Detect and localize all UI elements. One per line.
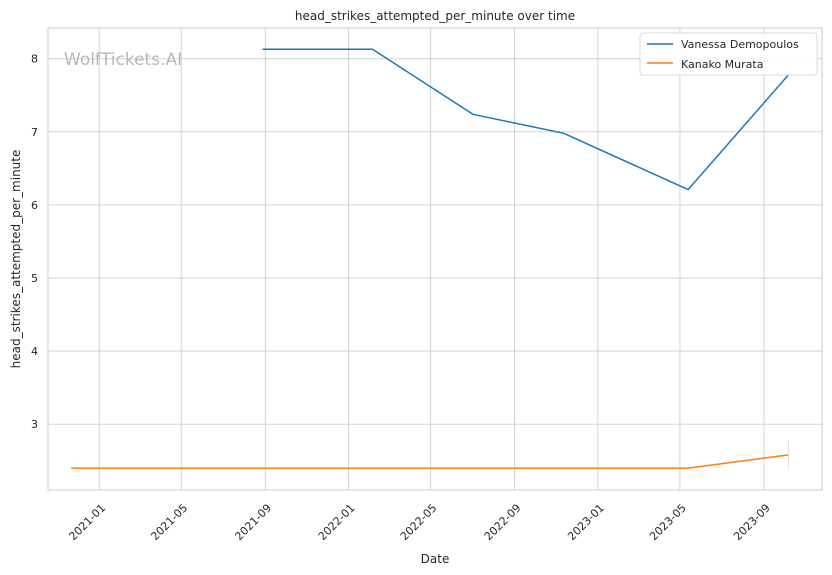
legend-box [639,32,818,76]
y-tick-label: 4 [31,345,38,358]
legend: Vanessa Demopoulos Kanako Murata [639,32,818,76]
y-tick-label: 3 [31,418,38,431]
legend-label-vanessa: Vanessa Demopoulos [681,38,799,51]
y-tick-labels: 3 4 5 6 7 8 [31,53,38,432]
y-tick-label: 8 [31,53,38,66]
series-line-kanako-murata [71,454,789,469]
plot-frame [47,27,823,491]
legend-label-kanako: Kanako Murata [681,58,763,71]
chart-title: head_strikes_attempted_per_minute over t… [295,9,575,23]
series-line-vanessa-demopoulos [262,48,790,191]
y-tick-label: 5 [31,272,38,285]
series-lines [71,48,790,469]
y-tick-label: 6 [31,199,38,212]
x-gridlines [98,28,765,490]
x-axis-label: Date [421,552,450,566]
y-gridlines [48,58,822,425]
watermark: WolfTickets.AI [64,50,182,70]
y-axis-label: head_strikes_attempted_per_minute [9,150,23,369]
y-tick-label: 7 [31,126,38,139]
